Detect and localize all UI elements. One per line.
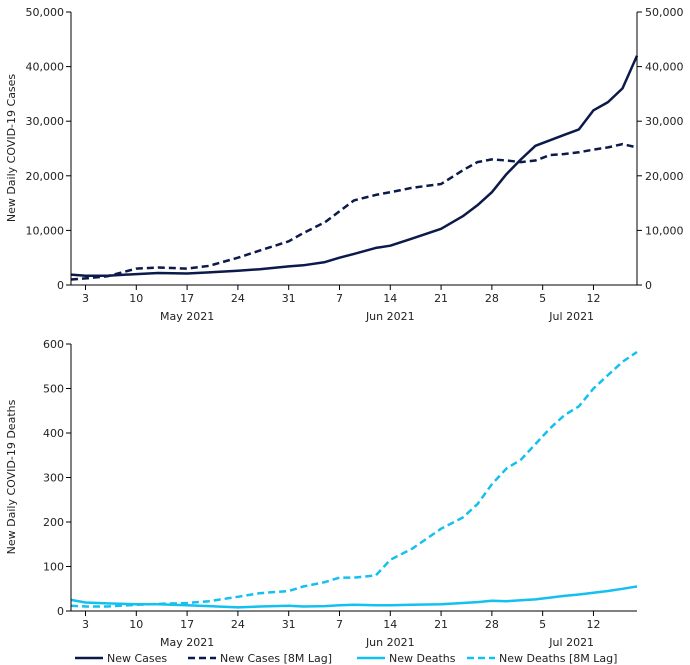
cases-y-axis-label: New Daily COVID-19 Cases (5, 74, 18, 223)
cases-y-ticks: 0 10,000 20,000 30,000 40,000 50,000 (26, 6, 71, 292)
x-tick-label: 17 (180, 292, 194, 305)
x-tick-label: 14 (383, 618, 397, 631)
legend-label: New Cases [8M Lag] (220, 652, 332, 665)
x-month-label: Jul 2021 (548, 636, 594, 649)
deaths-series-group (70, 350, 638, 609)
x-month-label: Jul 2021 (548, 310, 594, 323)
deaths-month-labels: May 2021 Jun 2021 Jul 2021 (160, 636, 594, 649)
x-tick-label: 14 (383, 292, 397, 305)
cases-chart: 0 10,000 20,000 30,000 40,000 50,000 0 10,000 2… (5, 6, 684, 323)
y-tick-label: 300 (43, 472, 64, 485)
series-line-new-deaths (70, 585, 638, 609)
y-tick-label-right: 50,000 (645, 6, 684, 19)
y-tick-label: 0 (57, 279, 64, 292)
y-tick-label-right: 10,000 (645, 224, 684, 237)
x-tick-label: 5 (539, 292, 546, 305)
y-tick-label: 40,000 (26, 61, 65, 74)
legend-label: New Deaths [8M Lag] (499, 652, 617, 665)
x-month-label: May 2021 (160, 310, 214, 323)
x-month-label: Jun 2021 (365, 310, 415, 323)
x-tick-label: 17 (180, 618, 194, 631)
x-tick-label: 31 (282, 292, 296, 305)
y-tick-label: 0 (57, 605, 64, 618)
series-line-new-cases (70, 55, 639, 277)
chart-legend: New Cases New Cases [8M Lag] New Deaths New… (75, 652, 617, 665)
x-tick-label: 28 (485, 618, 499, 631)
x-tick-label: 7 (336, 618, 343, 631)
y-tick-label: 500 (43, 383, 64, 396)
x-tick-label: 3 (82, 618, 89, 631)
x-tick-label: 12 (586, 618, 600, 631)
y-tick-label: 30,000 (26, 115, 65, 128)
cases-month-labels: May 2021 Jun 2021 Jul 2021 (160, 310, 594, 323)
x-tick-label: 21 (434, 618, 448, 631)
y-tick-label: 600 (43, 338, 64, 351)
x-tick-label: 10 (129, 292, 143, 305)
x-tick-label: 5 (539, 618, 546, 631)
x-tick-label: 3 (82, 292, 89, 305)
x-tick-label: 24 (231, 292, 245, 305)
y-tick-label: 20,000 (26, 170, 65, 183)
x-tick-label: 28 (485, 292, 499, 305)
legend-label: New Deaths (389, 652, 456, 665)
y-tick-label: 200 (43, 516, 64, 529)
y-tick-label: 50,000 (26, 6, 65, 19)
cases-series-group (70, 55, 639, 281)
x-tick-label: 7 (336, 292, 343, 305)
x-tick-label: 12 (586, 292, 600, 305)
x-tick-label: 31 (282, 618, 296, 631)
series-line-new-deaths-8m-lag (70, 350, 638, 608)
deaths-x-ticks: 3 10 17 24 31 7 14 21 28 5 12 (82, 611, 600, 631)
cases-y-ticks-right: 0 10,000 20,000 30,000 40,000 50,000 (637, 6, 684, 292)
deaths-y-ticks: 0 100 200 300 400 500 600 (43, 338, 71, 618)
x-tick-label: 10 (129, 618, 143, 631)
y-tick-label-right: 20,000 (645, 170, 684, 183)
x-tick-label: 24 (231, 618, 245, 631)
x-tick-label: 21 (434, 292, 448, 305)
y-tick-label-right: 0 (645, 279, 652, 292)
series-line-new-cases-8m-lag (70, 142, 638, 281)
y-tick-label: 100 (43, 561, 64, 574)
y-tick-label-right: 30,000 (645, 115, 684, 128)
y-tick-label: 400 (43, 427, 64, 440)
deaths-y-axis-label: New Daily COVID-19 Deaths (5, 399, 18, 554)
x-month-label: May 2021 (160, 636, 214, 649)
y-tick-label-right: 40,000 (645, 61, 684, 74)
legend-label: New Cases (107, 652, 167, 665)
y-tick-label: 10,000 (26, 224, 65, 237)
x-month-label: Jun 2021 (365, 636, 415, 649)
cases-x-ticks: 3 10 17 24 31 7 14 21 28 5 12 (82, 285, 600, 305)
